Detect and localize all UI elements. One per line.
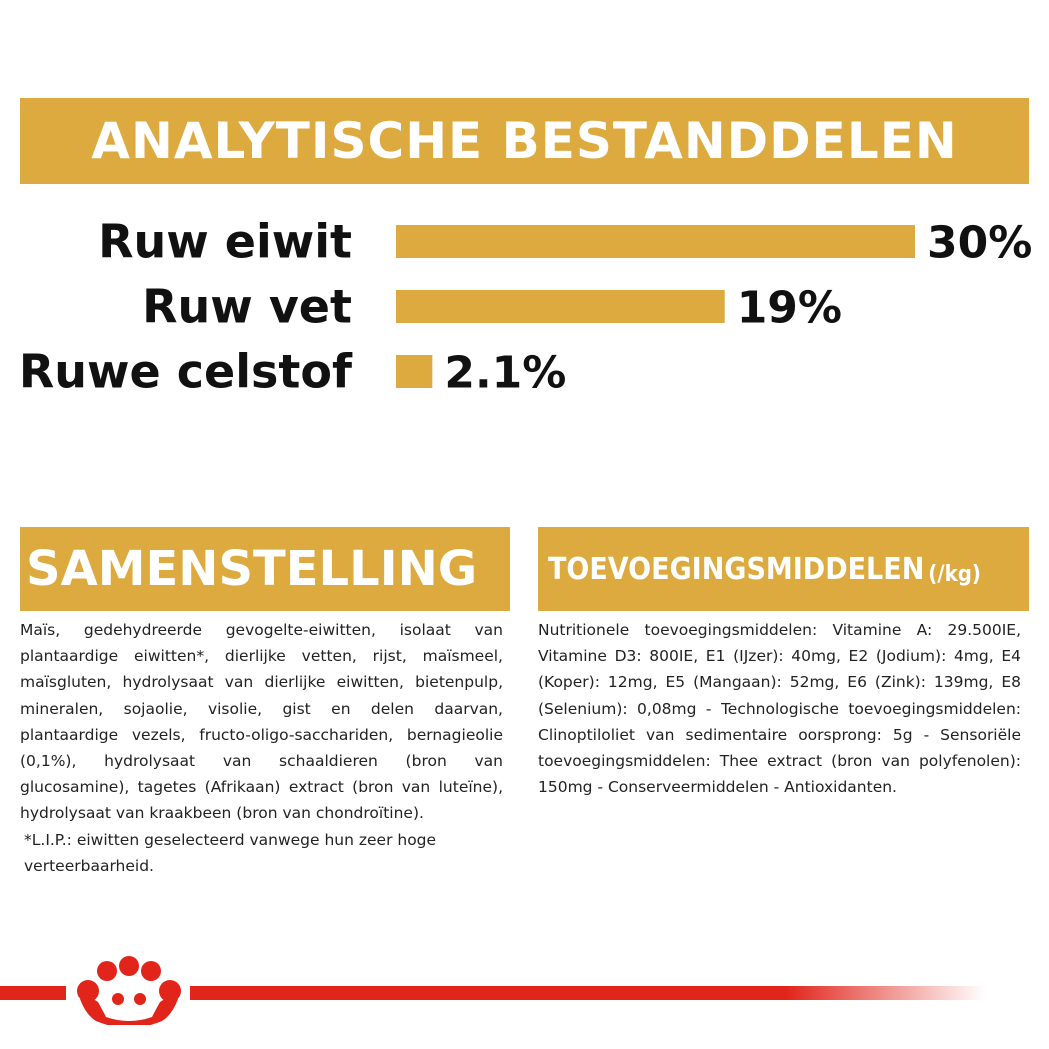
- bar: [396, 225, 915, 258]
- bar-value-label: 2.1%: [444, 348, 566, 399]
- section-title: ANALYTISCHE BESTANDDELEN: [91, 112, 958, 170]
- additives-heading: TOEVOEGINGSMIDDELEN: [548, 551, 925, 587]
- additives-text: Nutritionele toevoegingsmiddelen: Vitami…: [538, 621, 1021, 797]
- bar-label: Ruw eiwit: [98, 215, 352, 269]
- footer-line-right: [190, 986, 985, 1000]
- bar: [396, 355, 433, 388]
- bar-label: Ruw vet: [142, 280, 352, 334]
- crown-logo-icon: [77, 956, 181, 1025]
- composition-banner: SAMENSTELLING: [20, 527, 510, 611]
- bar-value-label: 19%: [737, 283, 842, 334]
- composition-note: *L.I.P.: eiwitten geselecteerd vanwege h…: [24, 830, 437, 875]
- composition-text-block: Maïs, gedehydreerde gevogelte-eiwitten, …: [20, 617, 503, 879]
- composition-text: Maïs, gedehydreerde gevogelte-eiwitten, …: [20, 621, 503, 823]
- footer-brand-strip: [0, 956, 985, 1025]
- bar-label: Ruwe celstof: [19, 345, 353, 399]
- additives-unit: (/kg): [928, 561, 981, 587]
- bar-value-label: 30%: [927, 218, 1032, 269]
- composition-heading: SAMENSTELLING: [26, 541, 478, 597]
- nutrient-bar-chart: Ruw eiwit 30% Ruw vet 19% Ruwe celstof 2.1%: [19, 215, 1032, 399]
- footer-line-left: [0, 986, 66, 1000]
- additives-banner: TOEVOEGINGSMIDDELEN (/kg): [538, 527, 1029, 611]
- additives-text-block: Nutritionele toevoegingsmiddelen: Vitami…: [538, 617, 1021, 800]
- bar: [396, 290, 725, 323]
- section-title-banner: ANALYTISCHE BESTANDDELEN: [20, 98, 1029, 184]
